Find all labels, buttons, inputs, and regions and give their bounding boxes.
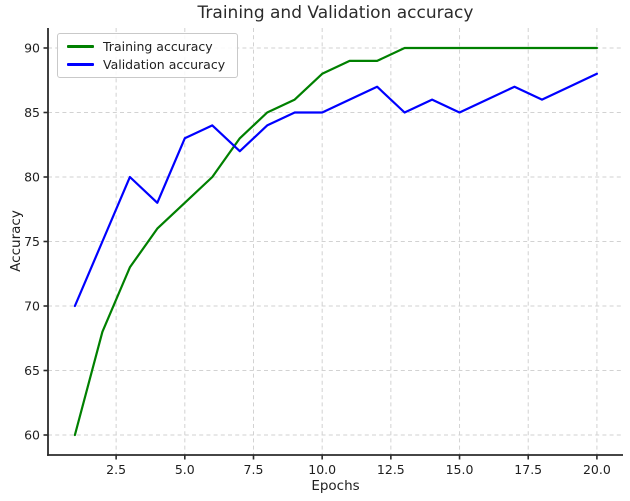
legend-item-training: Training accuracy (67, 39, 225, 54)
y-tick-label: 70 (24, 299, 40, 314)
legend-label-validation: Validation accuracy (103, 57, 226, 72)
x-tick-label: 2.5 (106, 462, 126, 477)
x-tick-label: 10.0 (308, 462, 336, 477)
y-tick-label: 85 (24, 105, 40, 120)
y-tick-label: 60 (24, 428, 40, 443)
x-tick-label: 12.5 (377, 462, 405, 477)
x-tick-label: 7.5 (244, 462, 264, 477)
y-axis-label: Accuracy (8, 210, 24, 272)
chart-title: Training and Validation accuracy (197, 3, 474, 23)
y-tick-label: 80 (24, 169, 40, 184)
x-tick-label: 15.0 (446, 462, 474, 477)
validation-accuracy-line (73, 72, 599, 308)
y-tick-label: 90 (24, 40, 40, 55)
legend-item-validation: Validation accuracy (67, 57, 225, 72)
validation-line-swatch (67, 63, 94, 66)
x-tick-label: 17.5 (514, 462, 542, 477)
legend-label-training: Training accuracy (103, 39, 213, 54)
training-line-swatch (67, 45, 94, 48)
y-tick-label: 75 (24, 234, 40, 249)
training-accuracy-line (73, 46, 599, 437)
x-axis-label: Epochs (311, 478, 360, 494)
x-tick-label: 5.0 (175, 462, 195, 477)
y-tick-label: 65 (24, 363, 40, 378)
x-tick-label: 20.0 (583, 462, 611, 477)
legend: Training accuracy Validation accuracy (57, 33, 239, 78)
